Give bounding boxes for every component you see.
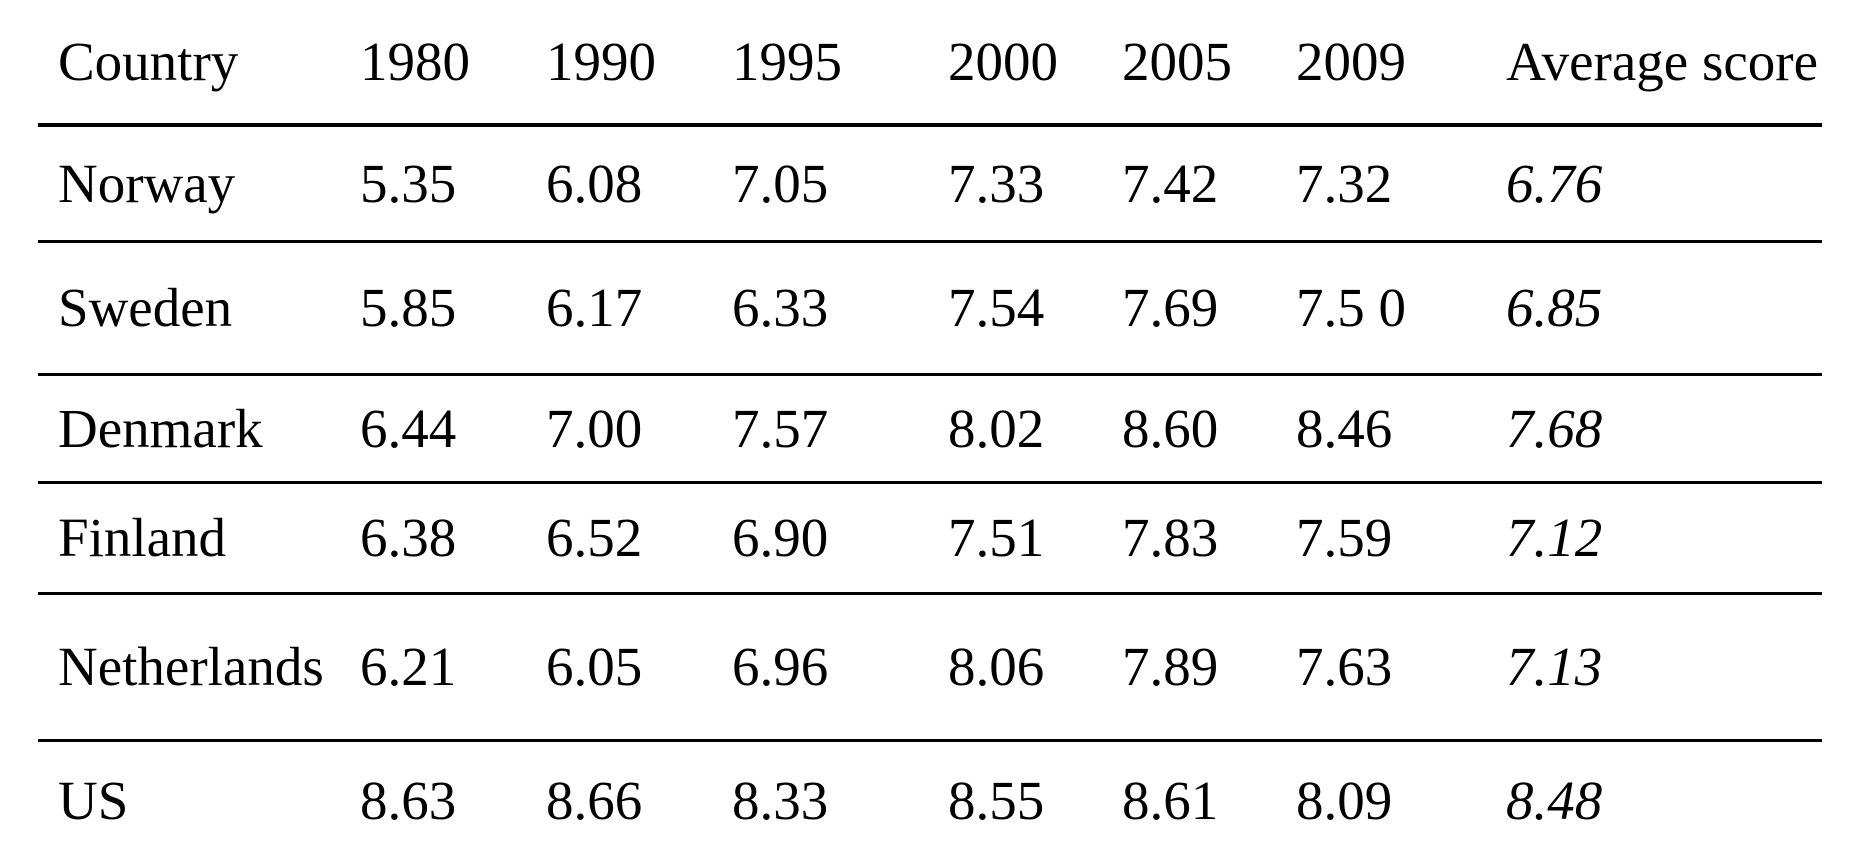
score-cell-1980: 5.85 bbox=[360, 241, 546, 376]
score-cell-1980: 6.44 bbox=[360, 374, 546, 484]
average-score-cell: 7.13 bbox=[1506, 593, 1822, 742]
table-body: Norway 5.35 6.08 7.05 7.33 7.42 7.32 6.7… bbox=[38, 125, 1822, 860]
average-score-cell: 6.76 bbox=[1506, 125, 1822, 243]
table-row: Sweden 5.85 6.17 6.33 7.54 7.69 7.5 0 6.… bbox=[38, 241, 1822, 376]
country-cell: Norway bbox=[38, 125, 360, 243]
column-header-average-score: Average score bbox=[1506, 0, 1822, 127]
table-row: US 8.63 8.66 8.33 8.55 8.61 8.09 8.48 bbox=[38, 740, 1822, 860]
column-header-2000: 2000 bbox=[948, 0, 1122, 127]
score-cell-2005: 7.89 bbox=[1122, 593, 1296, 742]
score-cell-2009: 7.5 0 bbox=[1296, 241, 1506, 376]
column-header-2009: 2009 bbox=[1296, 0, 1506, 127]
table-row: Norway 5.35 6.08 7.05 7.33 7.42 7.32 6.7… bbox=[38, 125, 1822, 243]
column-header-2005: 2005 bbox=[1122, 0, 1296, 127]
score-cell-2000: 8.02 bbox=[948, 374, 1122, 484]
score-cell-2000: 8.06 bbox=[948, 593, 1122, 742]
column-header-country: Country bbox=[38, 0, 360, 127]
average-score-cell: 7.68 bbox=[1506, 374, 1822, 484]
score-cell-1995: 7.57 bbox=[732, 374, 948, 484]
country-cell: Denmark bbox=[38, 374, 360, 484]
score-cell-1980: 6.38 bbox=[360, 482, 546, 595]
country-cell: Finland bbox=[38, 482, 360, 595]
table-row: Finland 6.38 6.52 6.90 7.51 7.83 7.59 7.… bbox=[38, 482, 1822, 595]
score-cell-2005: 8.60 bbox=[1122, 374, 1296, 484]
score-cell-1990: 8.66 bbox=[546, 770, 643, 832]
score-cell-2005: 7.69 bbox=[1122, 241, 1296, 376]
score-cell-1995: 6.90 bbox=[732, 482, 948, 595]
column-header-1980: 1980 bbox=[360, 0, 546, 127]
column-header-1995: 1995 bbox=[732, 0, 948, 127]
score-cell-2009: 7.63 bbox=[1296, 593, 1506, 742]
score-cell-1995: 7.05 bbox=[732, 125, 948, 243]
score-cell-1995: 6.96 bbox=[732, 593, 948, 742]
score-cell-1990: 6.05 bbox=[546, 593, 732, 742]
average-score-cell: 6.85 bbox=[1506, 241, 1822, 376]
score-cell-1980: 6.21 bbox=[360, 593, 546, 742]
score-cell-1990: 7.00 bbox=[546, 374, 732, 484]
country-cell: Sweden bbox=[38, 241, 360, 376]
country-cell: US bbox=[58, 770, 129, 832]
score-cell-2000: 8.55 bbox=[948, 770, 1045, 832]
table-row: Netherlands 6.21 6.05 6.96 8.06 7.89 7.6… bbox=[38, 593, 1822, 742]
score-cell-2005: 8.61 bbox=[1122, 770, 1219, 832]
score-cell-1995: 8.33 bbox=[732, 770, 829, 832]
score-cell-1980: 5.35 bbox=[360, 125, 546, 243]
score-cell-2005: 7.42 bbox=[1122, 125, 1296, 243]
score-cell-2009: 8.09 bbox=[1296, 770, 1393, 832]
score-cell-2000: 7.51 bbox=[948, 482, 1122, 595]
score-cell-2000: 7.33 bbox=[948, 125, 1122, 243]
score-cell-2005: 7.83 bbox=[1122, 482, 1296, 595]
table-row: Denmark 6.44 7.00 7.57 8.02 8.60 8.46 7.… bbox=[38, 374, 1822, 484]
score-cell-2000: 7.54 bbox=[948, 241, 1122, 376]
header-row: Country 1980 1990 1995 2000 2005 2009 Av… bbox=[38, 0, 1822, 127]
score-cell-2009: 8.46 bbox=[1296, 374, 1506, 484]
score-cell-1990: 6.08 bbox=[546, 125, 732, 243]
average-score-cell: 8.48 bbox=[1506, 770, 1603, 832]
score-cell-2009: 7.59 bbox=[1296, 482, 1506, 595]
score-cell-1995: 6.33 bbox=[732, 241, 948, 376]
score-cell-1980: 8.63 bbox=[360, 770, 457, 832]
column-header-1990: 1990 bbox=[546, 0, 732, 127]
score-cell-2009: 7.32 bbox=[1296, 125, 1506, 243]
country-scores-table: Country 1980 1990 1995 2000 2005 2009 Av… bbox=[38, 0, 1822, 860]
score-cell-1990: 6.52 bbox=[546, 482, 732, 595]
average-score-cell: 7.12 bbox=[1506, 482, 1822, 595]
score-cell-1990: 6.17 bbox=[546, 241, 732, 376]
country-cell: Netherlands bbox=[38, 593, 360, 742]
